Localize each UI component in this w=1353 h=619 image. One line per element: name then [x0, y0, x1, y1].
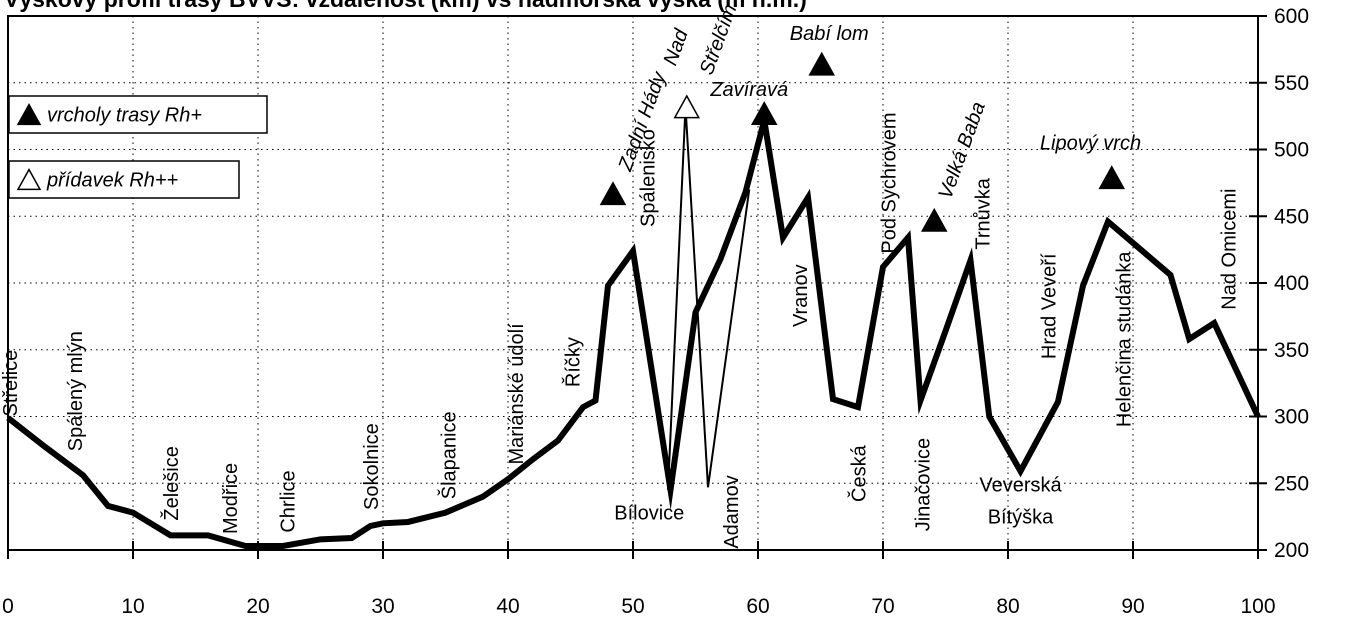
series-line: [6, 105, 1261, 549]
place-label: Bílovice: [614, 502, 684, 524]
y-tick-label: 400: [1274, 272, 1309, 295]
place-label: Česká: [848, 444, 871, 502]
place-label: Nad Omicemi: [1219, 189, 1241, 310]
y-tick-label: 200: [1274, 539, 1309, 562]
legend-box: [8, 160, 240, 199]
legend-filled-triangle-icon: [16, 103, 42, 126]
peak-label: Nad: [660, 26, 694, 69]
x-tick-label: 40: [496, 595, 519, 618]
peak-triangle-filled: [808, 51, 836, 76]
place-label: Střelice: [0, 350, 22, 417]
x-tick-label: 90: [1121, 595, 1144, 618]
elevation-series: [6, 105, 1261, 549]
peak-label: Střelčím: [696, 1, 742, 77]
x-tick-label: 80: [996, 595, 1019, 618]
y-tick-label: 500: [1274, 139, 1309, 162]
place-label: Vranov: [790, 264, 812, 327]
axis-ticks: 0 10 20 30 40 50 60 70 80 90 100 200 250 300 350 400 450…: [2, 5, 1309, 618]
peak-label: Babí lom: [790, 23, 869, 45]
peak-label: Lipový vrch: [1040, 133, 1141, 155]
x-tick-label: 50: [621, 595, 644, 618]
place-label: Adamov: [721, 475, 743, 548]
x-tick-label: 10: [121, 595, 144, 618]
place-label: Sokolnice: [361, 423, 383, 510]
chart-title: Výškový profil trasy BVVS: vzdálenost (k…: [4, 0, 807, 12]
legend: vrcholy trasy Rh+ přídavek Rh++: [8, 95, 268, 199]
place-label: Chrlice: [277, 470, 299, 532]
legend-label: přídavek Rh++: [46, 170, 178, 192]
x-tick-label: 70: [871, 595, 894, 618]
y-tick-label: 300: [1274, 406, 1309, 429]
place-label: Veverská: [979, 474, 1062, 496]
place-label: Hrad Veveří: [1039, 253, 1061, 359]
y-tick-label: 250: [1274, 472, 1309, 495]
place-label: Trnůvka: [972, 177, 994, 249]
place-labels: Střelice Spálený mlýn Želešice Modřice Chrli…: [0, 112, 1241, 548]
place-label: Modřice: [220, 463, 242, 534]
y-tick-label: 350: [1274, 339, 1309, 362]
y-tick-label: 600: [1274, 5, 1309, 28]
peak-triangle-filled: [1098, 165, 1126, 190]
x-tick-label: 30: [371, 595, 394, 618]
y-tick-label: 550: [1274, 72, 1309, 95]
peak-triangle-filled: [750, 101, 778, 126]
place-label: Jinačovice: [912, 438, 934, 531]
peak-triangle-filled: [920, 207, 948, 232]
detour-path: [667, 106, 751, 490]
peak-triangle-open: [673, 94, 701, 119]
place-label: Spálený mlýn: [65, 331, 87, 451]
place-label: Mariánské údolí: [506, 323, 528, 465]
peak-label: Zavíravá: [709, 79, 788, 101]
peak-triangle-filled: [599, 181, 627, 206]
place-label: Spálenisko: [637, 129, 659, 227]
legend-open-triangle-icon: [16, 168, 42, 191]
x-tick-label: 0: [2, 595, 14, 618]
x-tick-label: 20: [246, 595, 269, 618]
legend-label: vrcholy trasy Rh+: [47, 105, 202, 127]
place-label: Bítýška: [988, 506, 1054, 528]
place-label: Říčky: [561, 337, 584, 387]
place-label: Želešice: [160, 446, 183, 520]
detour-line: [667, 106, 751, 490]
legend-box: [8, 95, 268, 134]
place-label: Pod Sychrovem: [879, 112, 901, 253]
y-tick-label: 450: [1274, 205, 1309, 228]
x-tick-label: 100: [1240, 595, 1275, 618]
x-tick-label: 60: [746, 595, 769, 618]
place-label: Šlapanice: [438, 411, 461, 499]
place-label: Helenčina studánka: [1114, 251, 1136, 428]
